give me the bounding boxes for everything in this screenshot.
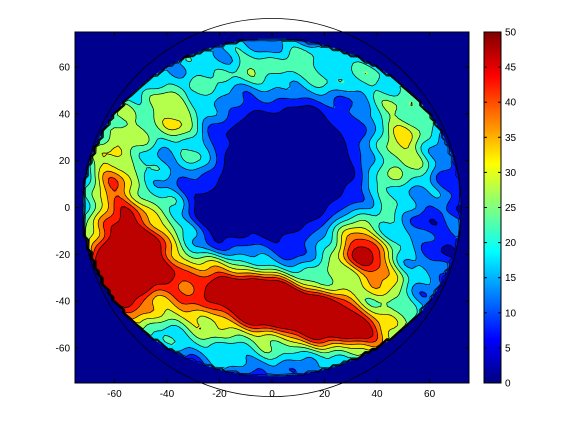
x-tick-label: -40 bbox=[160, 389, 175, 400]
colorbar-tick-label: 40 bbox=[505, 98, 517, 109]
x-tick-label: 60 bbox=[424, 389, 436, 400]
x-axis: -60 -40 -20 0 20 40 60 bbox=[107, 32, 436, 400]
y-tick-label: 20 bbox=[59, 156, 71, 167]
contour-line-30 bbox=[88, 117, 413, 351]
domain-boundary bbox=[82, 17, 462, 398]
colorbar-tick-label: 35 bbox=[505, 133, 517, 144]
x-tick-label: 20 bbox=[319, 389, 331, 400]
y-tick-label: -60 bbox=[56, 343, 71, 354]
y-tick-label: -20 bbox=[56, 250, 71, 261]
colorbar-tick-label: 45 bbox=[505, 63, 517, 74]
plot-area bbox=[74, 17, 470, 398]
colorbar-tick-label: 30 bbox=[505, 168, 517, 179]
y-tick-label: 40 bbox=[59, 109, 71, 120]
colorbar-ticks: 0 5 10 15 20 25 30 35 40 45 50 bbox=[484, 28, 517, 390]
colorbar-tick-label: 5 bbox=[505, 343, 511, 354]
contour-lines bbox=[82, 17, 462, 398]
y-tick-label: 60 bbox=[59, 63, 71, 74]
y-axis: 60 40 20 0 -20 -40 -60 bbox=[56, 63, 469, 354]
contour-line-40 bbox=[92, 176, 381, 344]
y-tick-label: -40 bbox=[56, 297, 71, 308]
contour-line-20 bbox=[84, 46, 434, 360]
x-tick-label: 40 bbox=[372, 389, 384, 400]
colorbar-tick-label: 20 bbox=[505, 238, 517, 249]
colorbar-tick-label: 25 bbox=[505, 203, 517, 214]
colorbar: 0 5 10 15 20 25 30 35 40 45 50 bbox=[483, 28, 517, 390]
x-tick-label: 0 bbox=[269, 389, 275, 400]
colorbar-tick-label: 50 bbox=[505, 28, 517, 39]
contour-line-45 bbox=[95, 206, 374, 341]
colorbar-tick-label: 10 bbox=[505, 308, 517, 319]
colorbar-tick-label: 0 bbox=[505, 379, 511, 390]
y-tick-label: 0 bbox=[64, 203, 70, 214]
colorbar-tick-label: 15 bbox=[505, 273, 517, 284]
x-tick-label: -20 bbox=[212, 389, 227, 400]
x-tick-label: -60 bbox=[107, 389, 122, 400]
contour-field bbox=[75, 32, 469, 383]
